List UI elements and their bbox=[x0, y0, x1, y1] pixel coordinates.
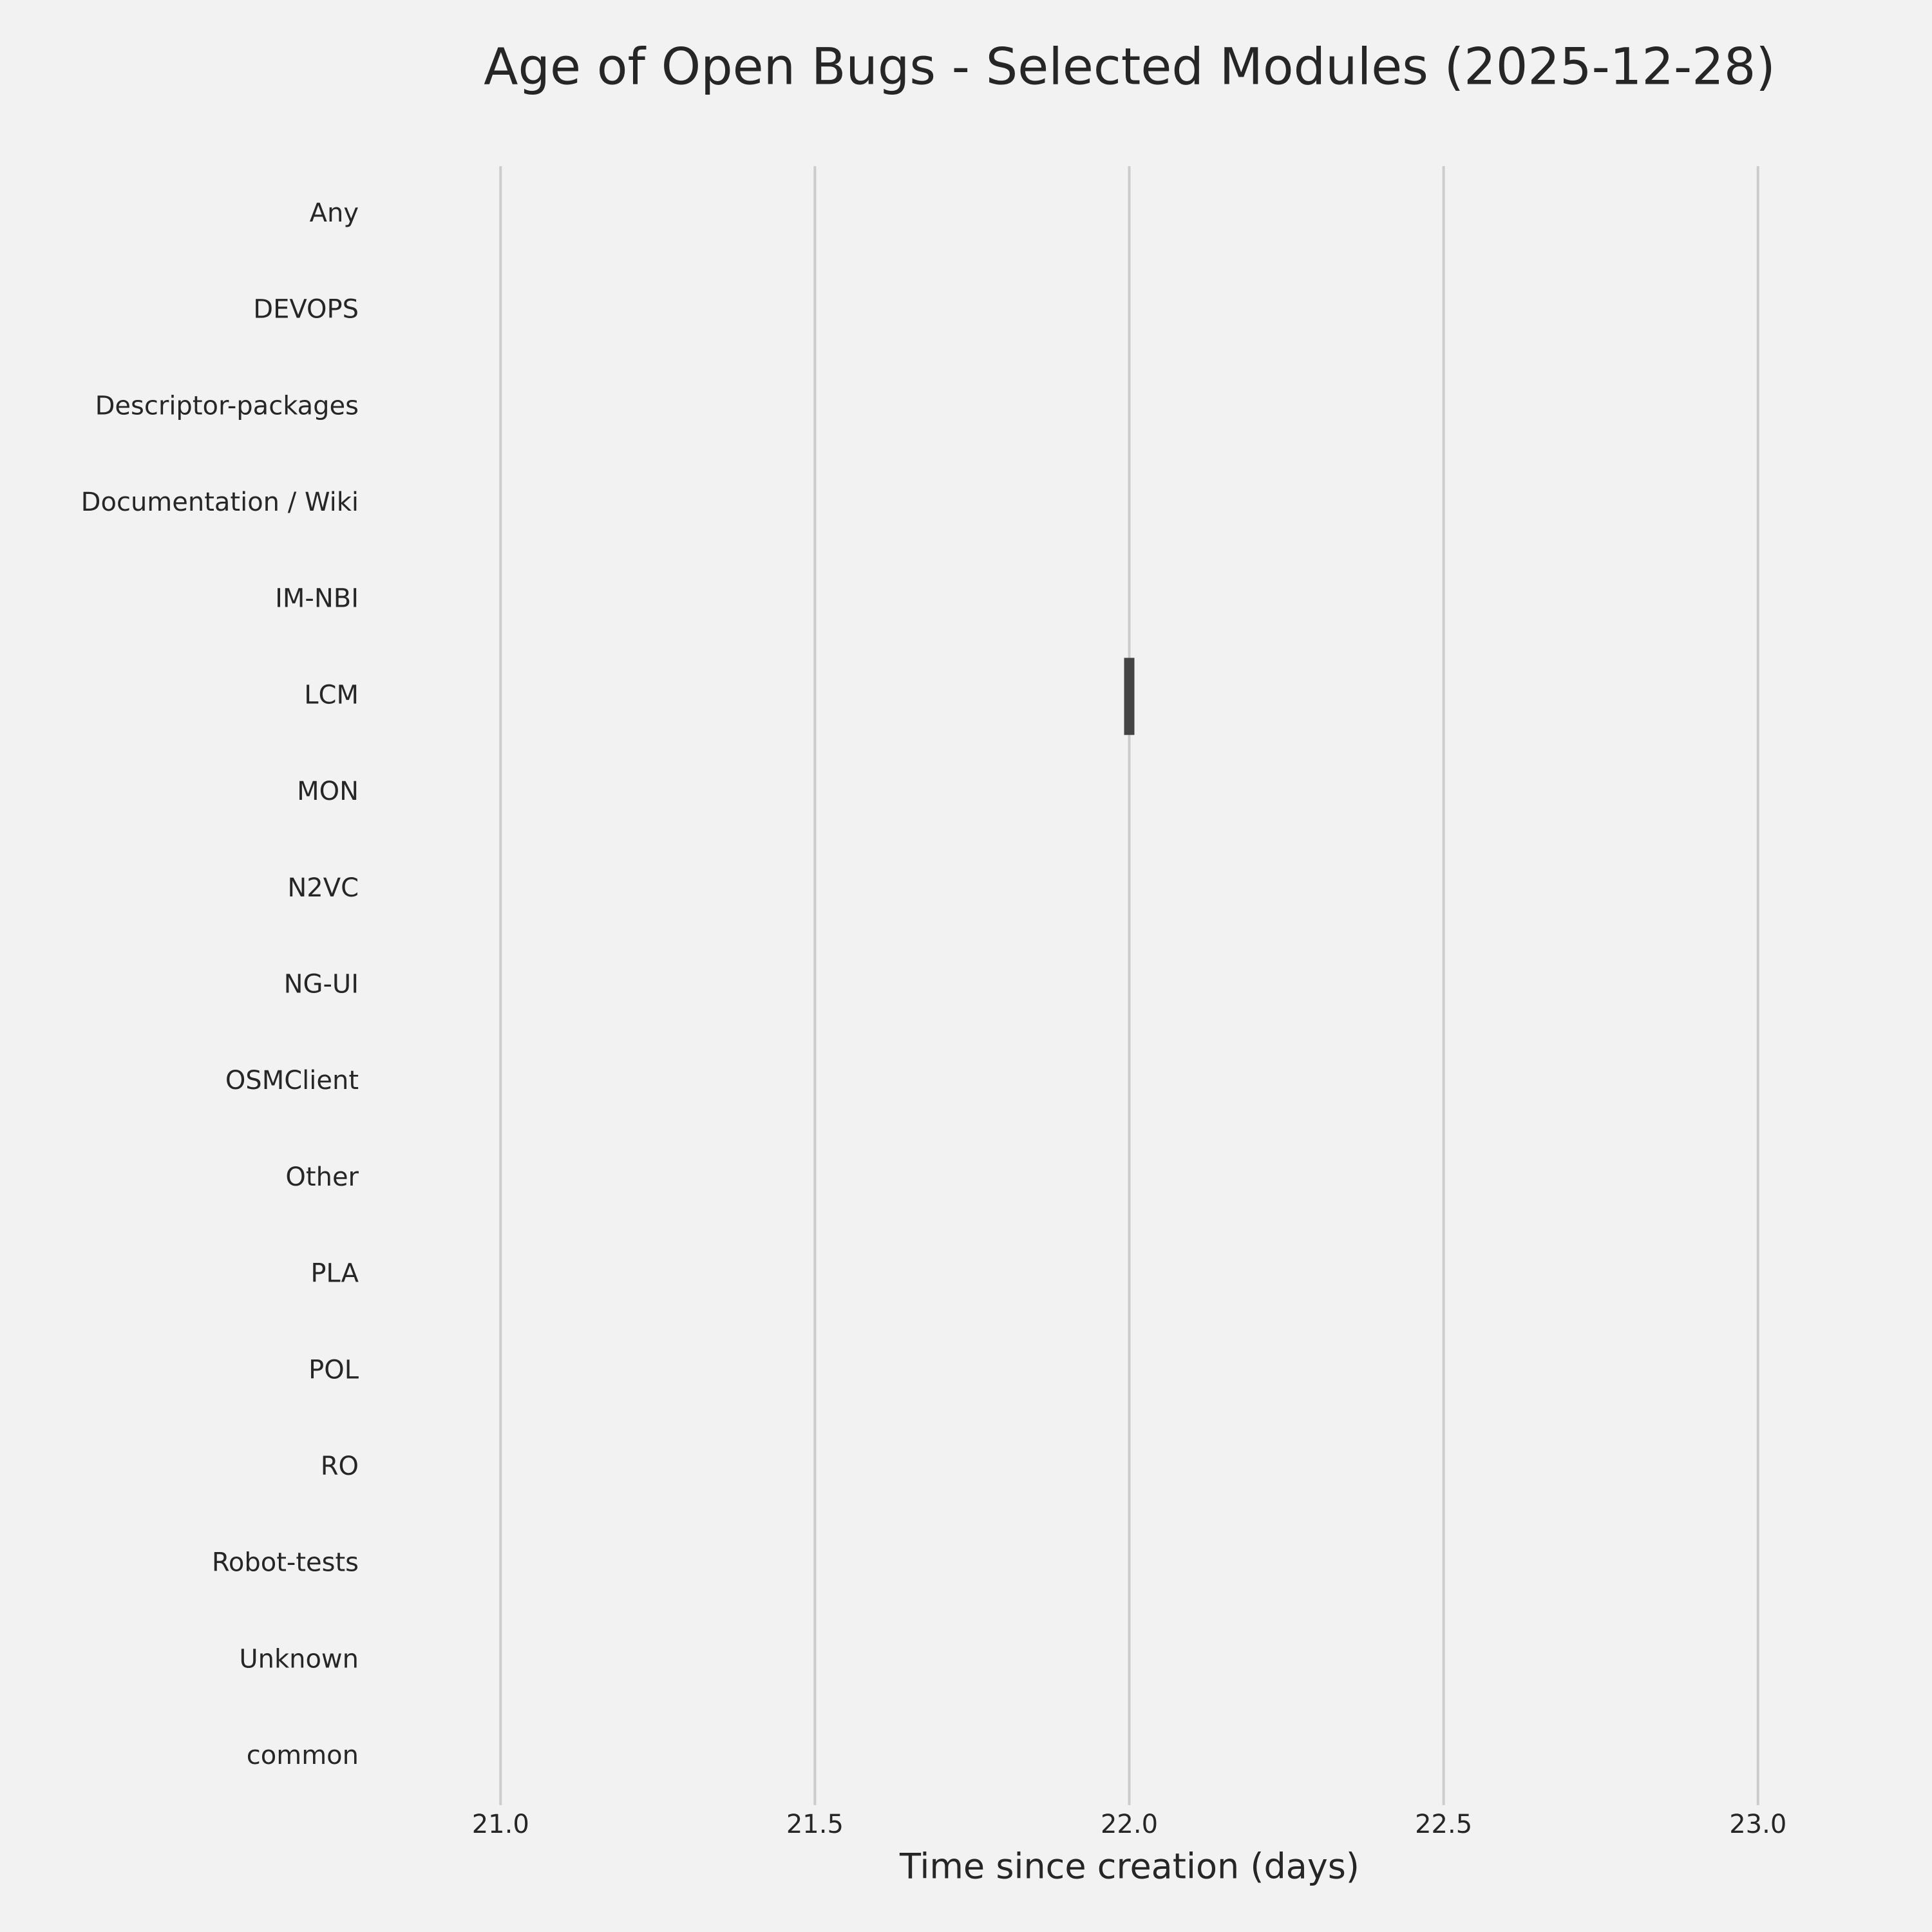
y-tick-label: Robot-tests bbox=[212, 1548, 359, 1578]
y-tick-label: N2VC bbox=[287, 873, 359, 903]
y-tick-label: DEVOPS bbox=[253, 295, 359, 325]
y-tick-label: Descriptor-packages bbox=[95, 391, 359, 421]
x-tick-label: 21.5 bbox=[786, 1810, 844, 1839]
y-tick-label: IM-NBI bbox=[275, 584, 359, 614]
y-tick-label: OSMClient bbox=[225, 1066, 359, 1095]
y-tick-label: Unknown bbox=[239, 1644, 359, 1674]
chart-title: Age of Open Bugs - Selected Modules (202… bbox=[484, 38, 1776, 96]
x-axis-label: Time since creation (days) bbox=[899, 1846, 1359, 1887]
y-tick-label: Other bbox=[285, 1162, 359, 1192]
y-tick-label: LCM bbox=[304, 680, 359, 710]
y-tick-label: Any bbox=[310, 198, 359, 228]
y-tick-label: PLA bbox=[310, 1259, 359, 1289]
y-tick-label: POL bbox=[308, 1355, 359, 1385]
y-tick-label: common bbox=[247, 1741, 359, 1770]
x-tick-label: 21.0 bbox=[472, 1810, 529, 1839]
y-tick-label: Documentation / Wiki bbox=[81, 488, 359, 517]
y-tick-label: RO bbox=[321, 1452, 359, 1481]
x-tick-label: 22.0 bbox=[1101, 1810, 1158, 1839]
y-tick-label: MON bbox=[297, 777, 359, 806]
y-tick-label: NG-UI bbox=[284, 970, 359, 999]
x-tick-label: 23.0 bbox=[1729, 1810, 1786, 1839]
x-tick-label: 22.5 bbox=[1415, 1810, 1472, 1839]
